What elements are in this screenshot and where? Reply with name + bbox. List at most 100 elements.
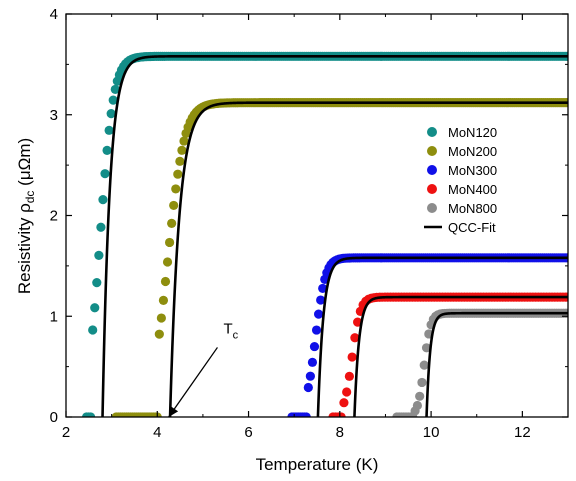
legend-marker-mon400 <box>427 184 437 194</box>
data-point <box>154 329 164 339</box>
data-point <box>173 169 183 179</box>
data-point <box>106 109 116 119</box>
data-point <box>567 100 568 105</box>
x-tick-label: 2 <box>62 424 70 441</box>
data-point <box>301 412 311 417</box>
fit-curve-mon300 <box>316 256 568 417</box>
data-point <box>350 333 360 343</box>
y-tick-label: 4 <box>50 6 58 23</box>
data-point <box>572 293 576 302</box>
y-axis-title: Resistivity ρdc (μΩm) <box>15 138 37 294</box>
data-point <box>98 195 108 205</box>
data-point <box>164 237 175 248</box>
legend-label-mon800: MoN800 <box>448 201 497 216</box>
data-point <box>412 400 422 411</box>
data-point <box>158 295 169 305</box>
data-point <box>570 98 576 107</box>
data-point <box>100 169 110 179</box>
data-point <box>347 352 357 362</box>
data-point <box>571 253 576 262</box>
y-axis-title-main: Resistivity ρ <box>15 203 34 294</box>
data-point <box>162 257 173 267</box>
data-point <box>303 382 313 393</box>
y-axis-title-sub: dc <box>23 191 37 204</box>
x-tick-label: 4 <box>153 424 161 441</box>
data-point <box>104 125 114 135</box>
data-point <box>307 357 318 367</box>
data-point <box>156 313 166 323</box>
data-point <box>417 377 427 388</box>
legend-marker-mon200 <box>427 146 437 156</box>
tc-label: Tc <box>223 320 238 341</box>
data-point <box>110 84 120 95</box>
data-marks-layer <box>81 51 576 417</box>
data-point <box>570 309 576 318</box>
tc-label-sub: c <box>233 329 239 341</box>
series-mon200-points <box>111 98 576 417</box>
tc-arrow-head <box>168 406 179 417</box>
data-point <box>421 343 432 353</box>
data-point <box>344 371 354 381</box>
data-point <box>569 52 576 61</box>
x-tick-label: 6 <box>244 424 252 441</box>
data-point <box>94 250 104 260</box>
y-tick-label: 0 <box>50 409 58 426</box>
y-tick-label: 1 <box>50 308 58 325</box>
legend-label-mon200: MoN200 <box>448 144 497 159</box>
data-point <box>572 98 576 107</box>
data-point <box>108 95 118 105</box>
legend-label-mon400: MoN400 <box>448 182 497 197</box>
tc-annotation: Tc <box>168 320 239 418</box>
legend-background <box>424 117 558 243</box>
data-point <box>160 276 171 287</box>
data-point <box>342 387 352 397</box>
legend-marker-mon300 <box>427 165 437 175</box>
legend-label-mon300: MoN300 <box>448 163 497 178</box>
data-point <box>179 136 189 146</box>
fit-curve-mon200 <box>168 101 568 417</box>
legend-marker-mon800 <box>427 203 437 213</box>
data-point <box>96 222 106 232</box>
data-point <box>316 295 326 305</box>
data-point <box>571 52 576 61</box>
data-point <box>567 312 568 314</box>
data-point <box>339 398 349 408</box>
data-point <box>569 293 576 302</box>
data-point <box>311 325 322 335</box>
x-tick-label: 12 <box>514 424 531 441</box>
data-point <box>314 309 324 319</box>
data-point <box>90 303 100 313</box>
data-point <box>305 371 315 381</box>
data-point <box>415 391 425 401</box>
data-point <box>318 283 328 294</box>
data-point <box>92 277 102 288</box>
data-point <box>102 145 112 155</box>
data-point <box>336 412 346 417</box>
data-point <box>309 341 320 352</box>
y-axis-title-unit: (μΩm) <box>15 138 34 191</box>
data-point <box>569 253 576 262</box>
fit-curve-mon400 <box>353 295 568 417</box>
legend: MoN120 MoN200 MoN300 MoN400 MoN800 QCC-Fit <box>424 117 558 243</box>
x-tick-label: 8 <box>336 424 344 441</box>
y-tick-label: 3 <box>50 107 58 124</box>
fit-curve-mon800 <box>425 311 568 417</box>
data-point <box>86 412 96 417</box>
data-point <box>88 325 98 335</box>
tc-arrow-line <box>168 347 218 418</box>
data-point <box>171 184 181 194</box>
series-mon800-points <box>392 308 576 417</box>
data-point <box>419 360 429 370</box>
legend-label-mon120: MoN120 <box>448 125 497 140</box>
x-tick-label: 10 <box>423 424 440 441</box>
y-tick-label: 2 <box>50 208 58 225</box>
data-point <box>169 200 179 211</box>
fit-curve-mon120 <box>101 55 568 417</box>
data-point <box>573 309 576 318</box>
legend-marker-mon120 <box>427 127 437 137</box>
x-axis-title: Temperature (K) <box>256 455 379 474</box>
legend-label-fit: QCC-Fit <box>448 220 496 235</box>
tc-label-main: T <box>223 320 232 337</box>
data-point <box>177 145 187 155</box>
